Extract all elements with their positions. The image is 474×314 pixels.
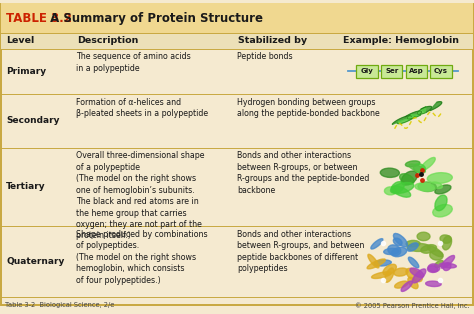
Ellipse shape xyxy=(430,251,443,260)
Ellipse shape xyxy=(400,174,414,184)
FancyBboxPatch shape xyxy=(1,33,473,49)
Ellipse shape xyxy=(428,264,440,272)
Ellipse shape xyxy=(428,246,443,257)
Ellipse shape xyxy=(427,173,452,183)
Ellipse shape xyxy=(374,260,392,266)
Ellipse shape xyxy=(439,263,456,268)
Ellipse shape xyxy=(388,245,401,256)
Text: Quaternary: Quaternary xyxy=(6,257,64,266)
Ellipse shape xyxy=(391,182,414,194)
Polygon shape xyxy=(407,115,421,119)
Text: Stabilized by: Stabilized by xyxy=(238,36,308,45)
Ellipse shape xyxy=(433,204,452,217)
Ellipse shape xyxy=(407,243,418,251)
Ellipse shape xyxy=(394,268,408,276)
Text: The sequence of amino acids
in a polypeptide: The sequence of amino acids in a polypep… xyxy=(76,52,191,73)
Ellipse shape xyxy=(401,281,412,291)
Text: Overall three-dimensional shape
of a polypeptide
(The model on the right shows
o: Overall three-dimensional shape of a pol… xyxy=(76,151,205,241)
Ellipse shape xyxy=(421,245,437,253)
Text: Primary: Primary xyxy=(6,67,46,76)
Ellipse shape xyxy=(410,268,424,277)
Ellipse shape xyxy=(408,257,419,268)
Ellipse shape xyxy=(435,195,447,211)
Text: Gly: Gly xyxy=(361,68,374,74)
Ellipse shape xyxy=(441,256,455,268)
Text: Secondary: Secondary xyxy=(6,116,60,125)
FancyBboxPatch shape xyxy=(430,65,452,78)
Ellipse shape xyxy=(385,268,394,282)
Ellipse shape xyxy=(418,182,437,192)
Ellipse shape xyxy=(431,182,442,188)
FancyBboxPatch shape xyxy=(1,3,473,33)
Ellipse shape xyxy=(435,260,444,268)
Polygon shape xyxy=(417,107,426,114)
Ellipse shape xyxy=(409,164,425,173)
FancyBboxPatch shape xyxy=(356,65,378,78)
Ellipse shape xyxy=(393,233,408,247)
Text: Formation of α-helices and
β-pleated sheets in a polypeptide: Formation of α-helices and β-pleated she… xyxy=(76,98,209,118)
Text: Shape produced by combinations
of polypeptides.
(The model on the right shows
he: Shape produced by combinations of polype… xyxy=(76,230,208,285)
Ellipse shape xyxy=(371,239,383,249)
Polygon shape xyxy=(392,116,411,124)
Polygon shape xyxy=(421,106,432,112)
Ellipse shape xyxy=(443,263,451,271)
Text: Level: Level xyxy=(6,36,35,45)
Ellipse shape xyxy=(384,187,397,195)
FancyBboxPatch shape xyxy=(1,4,473,305)
Text: Bonds and other interactions
between R-groups, and between
peptide backbones of : Bonds and other interactions between R-g… xyxy=(237,230,365,273)
Text: Tertiary: Tertiary xyxy=(6,182,46,191)
Ellipse shape xyxy=(392,247,407,257)
Text: © 2005 Pearson Prentice Hall, Inc.: © 2005 Pearson Prentice Hall, Inc. xyxy=(355,302,469,309)
Ellipse shape xyxy=(393,238,402,246)
Text: A Summary of Protein Structure: A Summary of Protein Structure xyxy=(46,12,264,25)
Text: Description: Description xyxy=(77,36,138,45)
FancyBboxPatch shape xyxy=(406,65,427,78)
Polygon shape xyxy=(405,111,421,117)
Ellipse shape xyxy=(383,248,399,255)
Ellipse shape xyxy=(406,241,420,247)
Text: Asp: Asp xyxy=(409,68,424,74)
Text: Bonds and other interactions
between R-groups, or between
R-groups and the pepti: Bonds and other interactions between R-g… xyxy=(237,151,370,195)
Ellipse shape xyxy=(415,183,434,191)
Text: Ser: Ser xyxy=(385,68,398,74)
FancyBboxPatch shape xyxy=(381,65,402,78)
Text: Table 3-2  Biological Science, 2/e: Table 3-2 Biological Science, 2/e xyxy=(5,302,114,308)
Ellipse shape xyxy=(440,235,451,243)
Text: TABLE 3.2: TABLE 3.2 xyxy=(6,12,72,25)
Text: Example: Hemoglobin: Example: Hemoglobin xyxy=(343,36,459,45)
Ellipse shape xyxy=(442,236,452,250)
Text: Hydrogen bonding between groups
along the peptide-bonded backbone: Hydrogen bonding between groups along th… xyxy=(237,98,380,118)
Ellipse shape xyxy=(395,281,408,288)
Text: Peptide bonds: Peptide bonds xyxy=(237,52,293,62)
Ellipse shape xyxy=(421,157,435,171)
Text: Cys: Cys xyxy=(434,68,448,74)
Ellipse shape xyxy=(401,171,418,185)
Ellipse shape xyxy=(372,272,392,279)
Ellipse shape xyxy=(383,264,396,275)
Ellipse shape xyxy=(405,161,420,167)
Ellipse shape xyxy=(417,232,430,241)
Ellipse shape xyxy=(426,281,441,287)
Ellipse shape xyxy=(406,268,422,282)
Ellipse shape xyxy=(368,254,379,268)
Ellipse shape xyxy=(428,266,438,273)
Polygon shape xyxy=(397,116,415,124)
Ellipse shape xyxy=(391,181,404,193)
Ellipse shape xyxy=(413,164,426,173)
Ellipse shape xyxy=(412,269,426,283)
Ellipse shape xyxy=(435,185,451,194)
Polygon shape xyxy=(430,102,442,111)
Ellipse shape xyxy=(367,259,385,269)
Ellipse shape xyxy=(380,168,400,177)
Ellipse shape xyxy=(408,277,418,289)
Ellipse shape xyxy=(407,243,430,252)
Ellipse shape xyxy=(392,186,410,197)
